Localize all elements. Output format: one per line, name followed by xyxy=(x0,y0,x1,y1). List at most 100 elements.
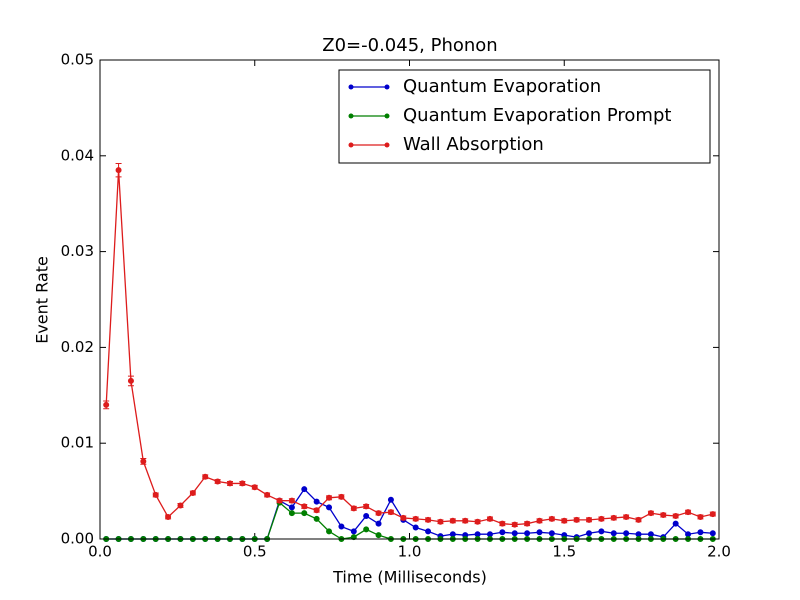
legend-marker xyxy=(384,84,390,90)
data-point xyxy=(313,515,320,522)
data-point xyxy=(313,507,320,514)
data-point xyxy=(288,504,295,511)
data-point xyxy=(326,504,333,511)
data-point xyxy=(524,530,531,537)
data-point xyxy=(623,513,630,520)
data-point xyxy=(103,401,110,408)
x-axis-label: Time (Milliseconds) xyxy=(332,568,487,587)
legend-marker xyxy=(384,113,390,119)
data-point xyxy=(326,494,333,501)
data-point xyxy=(152,491,159,498)
data-point xyxy=(387,509,394,516)
data-point xyxy=(660,512,667,519)
data-point xyxy=(598,528,605,535)
data-point xyxy=(276,497,283,504)
data-point xyxy=(672,513,679,520)
data-point xyxy=(301,510,308,517)
data-point xyxy=(387,496,394,503)
data-point xyxy=(486,531,493,538)
chart-title: Z0=-0.045, Phonon xyxy=(322,35,497,56)
data-point xyxy=(474,518,481,525)
data-point xyxy=(363,513,370,520)
data-point xyxy=(511,530,518,537)
y-tick-label: 0.03 xyxy=(61,242,94,260)
legend-label: Quantum Evaporation xyxy=(403,76,601,97)
data-point xyxy=(301,486,308,493)
data-point xyxy=(177,502,184,509)
legend-marker xyxy=(348,142,354,148)
data-point xyxy=(264,491,271,498)
data-point xyxy=(573,516,580,523)
data-point xyxy=(437,518,444,525)
x-tick-label: 1.0 xyxy=(398,543,422,561)
data-point xyxy=(697,529,704,536)
legend-label: Quantum Evaporation Prompt xyxy=(403,105,671,126)
data-point xyxy=(350,534,357,541)
data-point xyxy=(363,503,370,510)
data-point xyxy=(425,528,432,535)
data-point xyxy=(561,517,568,524)
legend-marker xyxy=(348,113,354,119)
data-point xyxy=(449,531,456,538)
y-tick-label: 0.02 xyxy=(61,338,94,356)
data-point xyxy=(239,480,246,487)
y-tick-label: 0.04 xyxy=(61,146,94,164)
data-point xyxy=(548,530,555,537)
data-point xyxy=(140,458,147,465)
y-tick-label: 0.01 xyxy=(61,434,94,452)
y-axis-label: Event Rate xyxy=(33,256,52,344)
y-tick-label: 0.00 xyxy=(61,530,94,548)
y-tick-label: 0.05 xyxy=(61,51,94,69)
data-point xyxy=(586,516,593,523)
data-point xyxy=(350,505,357,512)
data-point xyxy=(586,530,593,537)
data-point xyxy=(449,517,456,524)
data-point xyxy=(338,523,345,530)
data-point xyxy=(536,529,543,536)
data-point xyxy=(338,493,345,500)
x-tick-label: 0.5 xyxy=(243,543,267,561)
data-point xyxy=(524,520,531,527)
data-point xyxy=(647,531,654,538)
data-point xyxy=(672,520,679,527)
plot-frame xyxy=(99,59,720,540)
data-point xyxy=(189,490,196,497)
data-point xyxy=(301,503,308,510)
data-point xyxy=(685,531,692,538)
data-point xyxy=(697,513,704,520)
data-point xyxy=(375,510,382,517)
data-point xyxy=(214,478,221,485)
data-point xyxy=(635,531,642,538)
data-point xyxy=(486,515,493,522)
data-point xyxy=(326,528,333,535)
data-point xyxy=(709,511,716,518)
data-point xyxy=(350,528,357,535)
data-point xyxy=(548,515,555,522)
data-point xyxy=(610,530,617,537)
data-point xyxy=(647,510,654,517)
x-tick-label: 2.0 xyxy=(707,543,731,561)
data-point xyxy=(425,516,432,523)
data-point xyxy=(127,377,134,384)
data-point xyxy=(288,510,295,517)
data-point xyxy=(709,530,716,537)
data-point xyxy=(623,530,630,537)
data-point xyxy=(288,497,295,504)
legend-box xyxy=(338,69,711,164)
data-point xyxy=(165,513,172,520)
data-point xyxy=(462,517,469,524)
data-point xyxy=(499,529,506,536)
data-point xyxy=(363,526,370,533)
data-point xyxy=(226,480,233,487)
data-point xyxy=(115,167,122,174)
data-point xyxy=(536,517,543,524)
data-point xyxy=(499,520,506,527)
x-tick-label: 0.0 xyxy=(88,543,112,561)
data-point xyxy=(412,524,419,531)
data-point xyxy=(412,515,419,522)
data-point xyxy=(202,473,209,480)
data-point xyxy=(251,484,258,491)
data-point xyxy=(474,531,481,538)
data-point xyxy=(685,509,692,516)
